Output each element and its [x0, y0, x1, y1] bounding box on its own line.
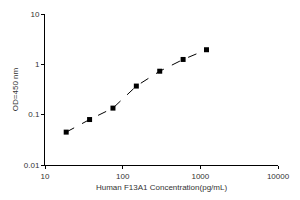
- svg-text:OD=450 nm: OD=450 nm: [11, 67, 20, 111]
- svg-text:0.1: 0.1: [28, 110, 40, 119]
- svg-text:10000: 10000: [267, 172, 290, 181]
- svg-text:100: 100: [116, 172, 130, 181]
- svg-text:10: 10: [41, 172, 50, 181]
- svg-text:1000: 1000: [191, 172, 209, 181]
- svg-text:0.01: 0.01: [24, 161, 40, 170]
- svg-text:10: 10: [30, 10, 39, 19]
- svg-text:1: 1: [35, 60, 40, 69]
- svg-text:Human F13A1 Concentration(pg/m: Human F13A1 Concentration(pg/mL): [96, 183, 228, 192]
